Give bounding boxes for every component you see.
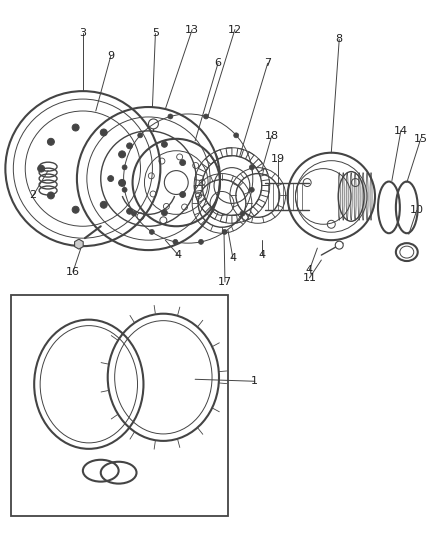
Circle shape	[180, 191, 186, 198]
Circle shape	[168, 114, 173, 119]
Circle shape	[122, 187, 127, 192]
Circle shape	[100, 129, 107, 136]
Text: 9: 9	[107, 51, 114, 61]
Circle shape	[108, 175, 114, 182]
Circle shape	[131, 211, 136, 216]
Bar	[11, 295, 228, 516]
Text: 5: 5	[152, 28, 159, 38]
Text: 4: 4	[175, 250, 182, 260]
Circle shape	[119, 180, 126, 187]
Text: 16: 16	[66, 267, 80, 277]
Circle shape	[234, 133, 239, 138]
Circle shape	[249, 165, 254, 170]
Circle shape	[47, 139, 54, 146]
Text: 4: 4	[306, 265, 313, 275]
Text: 1: 1	[251, 376, 258, 386]
Circle shape	[222, 229, 227, 235]
Circle shape	[122, 165, 127, 170]
Circle shape	[149, 229, 154, 235]
Text: 13: 13	[185, 25, 199, 35]
Text: 15: 15	[414, 134, 428, 144]
Circle shape	[38, 165, 45, 172]
Text: 12: 12	[228, 25, 242, 35]
Circle shape	[249, 187, 254, 192]
Text: 19: 19	[271, 154, 285, 164]
Circle shape	[335, 241, 343, 249]
Circle shape	[162, 210, 167, 216]
Text: 3: 3	[79, 28, 86, 38]
Text: 8: 8	[336, 35, 343, 44]
Text: 18: 18	[265, 131, 279, 141]
Circle shape	[204, 114, 208, 119]
Polygon shape	[74, 239, 83, 249]
Text: 7: 7	[264, 58, 271, 68]
Text: 2: 2	[30, 190, 37, 200]
Text: 11: 11	[302, 273, 316, 283]
Circle shape	[47, 192, 54, 199]
Circle shape	[100, 201, 107, 208]
Text: 4: 4	[230, 253, 237, 263]
Circle shape	[240, 211, 245, 216]
Text: 6: 6	[215, 58, 222, 68]
Circle shape	[180, 159, 186, 166]
Circle shape	[127, 143, 133, 149]
Circle shape	[72, 124, 79, 131]
Text: 10: 10	[410, 205, 424, 215]
Circle shape	[119, 151, 126, 158]
Text: 17: 17	[218, 277, 232, 287]
Text: 4: 4	[258, 250, 265, 260]
Text: 14: 14	[394, 126, 408, 136]
Circle shape	[138, 133, 143, 138]
Circle shape	[72, 206, 79, 213]
Circle shape	[127, 208, 133, 214]
Circle shape	[198, 239, 204, 244]
Circle shape	[173, 239, 178, 244]
Circle shape	[162, 141, 167, 147]
